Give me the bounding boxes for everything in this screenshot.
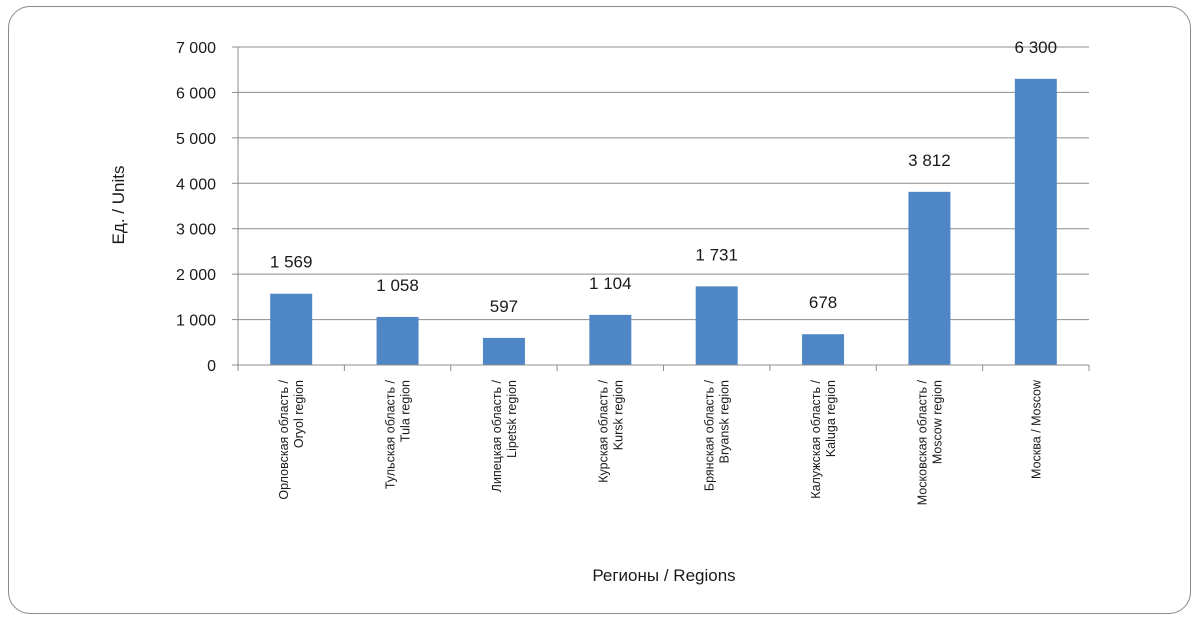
- x-axis-title: Регионы / Regions: [592, 566, 735, 585]
- gridlines: [238, 46, 1089, 321]
- category-label-line: Oryol region: [292, 380, 306, 448]
- category-label: Орловская область / Oryol region: [277, 379, 306, 499]
- y-tick-label: 5 000: [176, 131, 216, 148]
- y-tick-label: 3 000: [176, 222, 216, 239]
- category-label-line: Тульская область /: [384, 379, 398, 489]
- category-label-line: Kursk region: [611, 380, 625, 450]
- category-label-line: Липецкая область /: [490, 379, 504, 492]
- category-label: Московская область / Moscow region: [915, 379, 944, 505]
- y-axis-title: Ед. / Units: [109, 166, 128, 245]
- y-tick-label: 7 000: [176, 40, 216, 57]
- y-tick-label: 1 000: [176, 313, 216, 330]
- data-label: 3 812: [908, 151, 951, 170]
- category-label: Брянская область / Bryansk region: [703, 379, 732, 491]
- category-label-line: Москва / Moscow: [1029, 379, 1043, 479]
- data-label: 6 300: [1015, 38, 1058, 57]
- category-label-line: Tula region: [399, 380, 413, 442]
- y-tick-label: 4 000: [176, 176, 216, 193]
- bar: [695, 286, 738, 365]
- y-tick-label: 6 000: [176, 85, 216, 102]
- bars: [270, 78, 1057, 366]
- bar: [1014, 78, 1057, 366]
- category-label-line: Брянская область /: [703, 379, 717, 491]
- data-label: 1 058: [376, 276, 419, 295]
- bar: [908, 191, 951, 365]
- category-label-line: Московская область /: [915, 379, 929, 505]
- y-tick-label: 2 000: [176, 267, 216, 284]
- data-label: 1 569: [270, 253, 313, 272]
- data-label: 1 731: [695, 245, 738, 264]
- category-label: Москва / Moscow: [1029, 379, 1043, 479]
- bar: [376, 316, 419, 365]
- category-label: Курская область / Kursk region: [596, 379, 625, 482]
- y-tick-label: 0: [207, 358, 216, 375]
- data-label: 597: [490, 297, 518, 316]
- data-label: 678: [809, 293, 837, 312]
- chart-frame: [8, 6, 1191, 614]
- bar: [802, 334, 845, 365]
- category-label-line: Bryansk region: [718, 380, 732, 463]
- category-label: Калужская область / Kaluga region: [809, 379, 838, 498]
- category-label-line: Lipetsk region: [505, 380, 519, 458]
- bar: [589, 314, 632, 365]
- category-label-line: Курская область /: [596, 379, 610, 482]
- category-label-line: Kaluga region: [824, 380, 838, 457]
- category-label: Липецкая область / Lipetsk region: [490, 379, 519, 492]
- category-label-line: Орловская область /: [277, 379, 291, 499]
- bar: [482, 337, 525, 365]
- data-label: 1 104: [589, 274, 632, 293]
- category-label-line: Калужская область /: [809, 379, 823, 498]
- labels: 0 1 000 2 000 3 000 4 000 5 000 6 000 7 000 1 56…: [176, 38, 1057, 505]
- category-label-line: Moscow region: [930, 380, 944, 464]
- bar: [270, 293, 313, 365]
- category-label: Тульская область / Tula region: [384, 379, 413, 489]
- axes: [232, 46, 1090, 371]
